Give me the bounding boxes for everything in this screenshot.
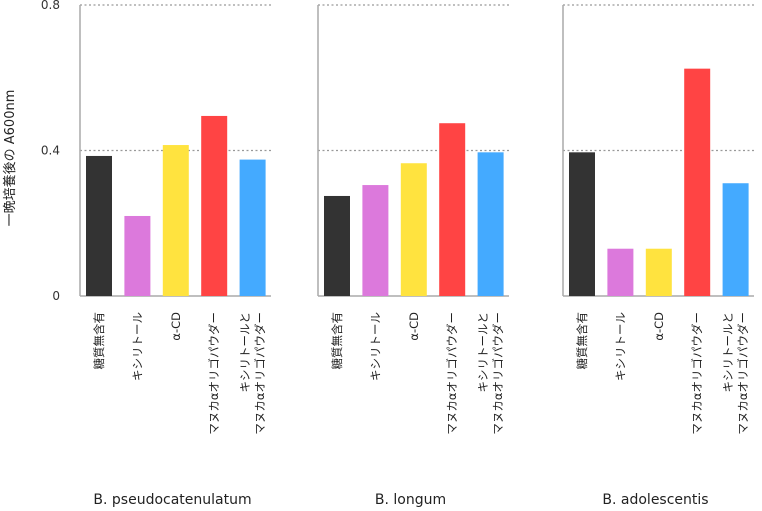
bar (324, 195, 350, 296)
category-label: キシリトール (613, 312, 627, 381)
chart-panel: 糖質無含有 キシリトール α-CD マヌカαオリゴパウダー キシリトールとマヌカαオリゴ… (79, 4, 271, 508)
bar (569, 152, 595, 296)
category-label: マヌカαオリゴパウダー (690, 312, 704, 435)
category-label: キシリトールとマヌカαオリゴパウダー (476, 312, 505, 435)
bar (86, 155, 112, 296)
y-tick-label: 0 (52, 289, 60, 303)
bar (477, 152, 504, 296)
bar (362, 185, 389, 296)
chart-panel: 糖質無含有 キシリトール α-CD マヌカαオリゴパウダー キシリトールとマヌカαオリゴ… (317, 4, 509, 508)
category-label: α-CD (169, 312, 183, 341)
panel-title: B. adolescentis (602, 492, 708, 508)
category-label: キシリトール (130, 312, 144, 381)
category-label: キシリトールとマヌカαオリゴパウダー (238, 312, 267, 435)
category-label: α-CD (407, 312, 421, 341)
category-label: 糖質無含有 (330, 312, 344, 370)
category-label: キシリトール (368, 312, 382, 381)
category-label: 糖質無含有 (92, 312, 106, 370)
category-label: α-CD (652, 312, 666, 341)
bar (439, 123, 466, 296)
category-label: マヌカαオリゴパウダー (207, 312, 221, 435)
bar (162, 145, 189, 296)
y-tick-label: 0.8 (41, 0, 60, 12)
bar (722, 183, 749, 296)
category-label: 糖質無含有 (575, 312, 589, 370)
y-axis-label: 一晩培養後の A600nm (2, 90, 18, 227)
bar (645, 248, 672, 296)
bar (684, 68, 711, 296)
bar (400, 163, 427, 296)
bar (124, 215, 151, 296)
bar (607, 248, 634, 296)
panel-title: B. longum (375, 492, 446, 508)
panel-title: B. pseudocatenulatum (93, 492, 251, 508)
bar (239, 159, 266, 296)
y-tick-label: 0.4 (41, 144, 60, 158)
category-label: キシリトールとマヌカαオリゴパウダー (721, 312, 750, 435)
chart-panel: 糖質無含有 キシリトール α-CD マヌカαオリゴパウダー キシリトールとマヌカαオリゴ… (562, 4, 754, 508)
category-label: マヌカαオリゴパウダー (445, 312, 459, 435)
bar (201, 115, 228, 296)
